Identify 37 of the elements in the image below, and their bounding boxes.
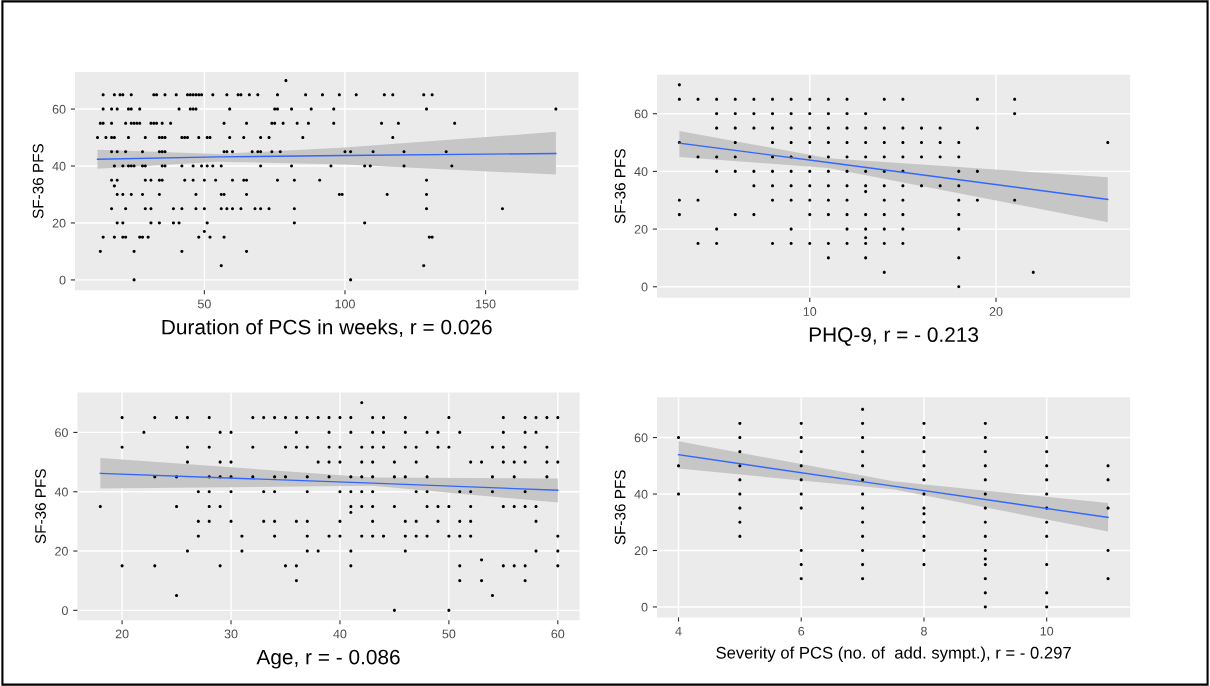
x-tick-label: 20 — [115, 629, 129, 639]
y-tick-label: 20 — [634, 224, 648, 234]
y-axis-title: SF-36 PFS — [614, 470, 626, 545]
y-tick-label: 60 — [52, 104, 66, 114]
y-axis-title: SF-36 PFS — [35, 469, 46, 544]
x-axis-title: Age, r = - 0.086 — [256, 649, 400, 669]
x-tick-label: 150 — [476, 299, 496, 309]
x-tick-label: 10 — [803, 307, 817, 316]
y-tick-label: 40 — [52, 161, 66, 171]
x-axis-title: PHQ-9, r = - 0.213 — [809, 327, 979, 346]
x-tick-label: 8 — [921, 626, 927, 636]
y-tick-label: 0 — [61, 606, 68, 616]
x-tick-label: 60 — [551, 629, 565, 639]
y-tick-label: 60 — [634, 433, 648, 443]
y-axis-title: SF-36 PFS — [32, 144, 44, 219]
x-tick-label: 6 — [798, 626, 805, 636]
y-tick-label: 0 — [59, 275, 66, 285]
y-axis-title: SF-36 PFS — [614, 149, 626, 224]
x-tick-label: 40 — [333, 629, 347, 639]
y-tick-label: 20 — [634, 546, 648, 556]
y-tick-label: 60 — [55, 428, 68, 438]
x-tick-label: 10 — [1040, 626, 1054, 636]
x-tick-label: 4 — [675, 626, 682, 636]
x-axis-title: Severity of PCS (no. of add. sympt.), r = - 0.297 — [716, 646, 1071, 662]
y-tick-label: 0 — [641, 602, 648, 612]
x-tick-label: 30 — [224, 629, 238, 639]
y-tick-label: 0 — [641, 282, 648, 292]
y-tick-label: 60 — [634, 109, 648, 119]
y-tick-label: 20 — [52, 218, 66, 228]
x-tick-label: 100 — [335, 299, 355, 309]
x-axis-title: Duration of PCS in weeks, r = 0.026 — [162, 319, 492, 337]
x-tick-label: 50 — [197, 299, 211, 309]
y-tick-label: 40 — [634, 489, 648, 499]
y-tick-label: 20 — [55, 546, 68, 556]
y-tick-label: 40 — [54, 487, 68, 497]
x-tick-label: 50 — [442, 629, 456, 639]
y-tick-label: 40 — [634, 167, 648, 177]
